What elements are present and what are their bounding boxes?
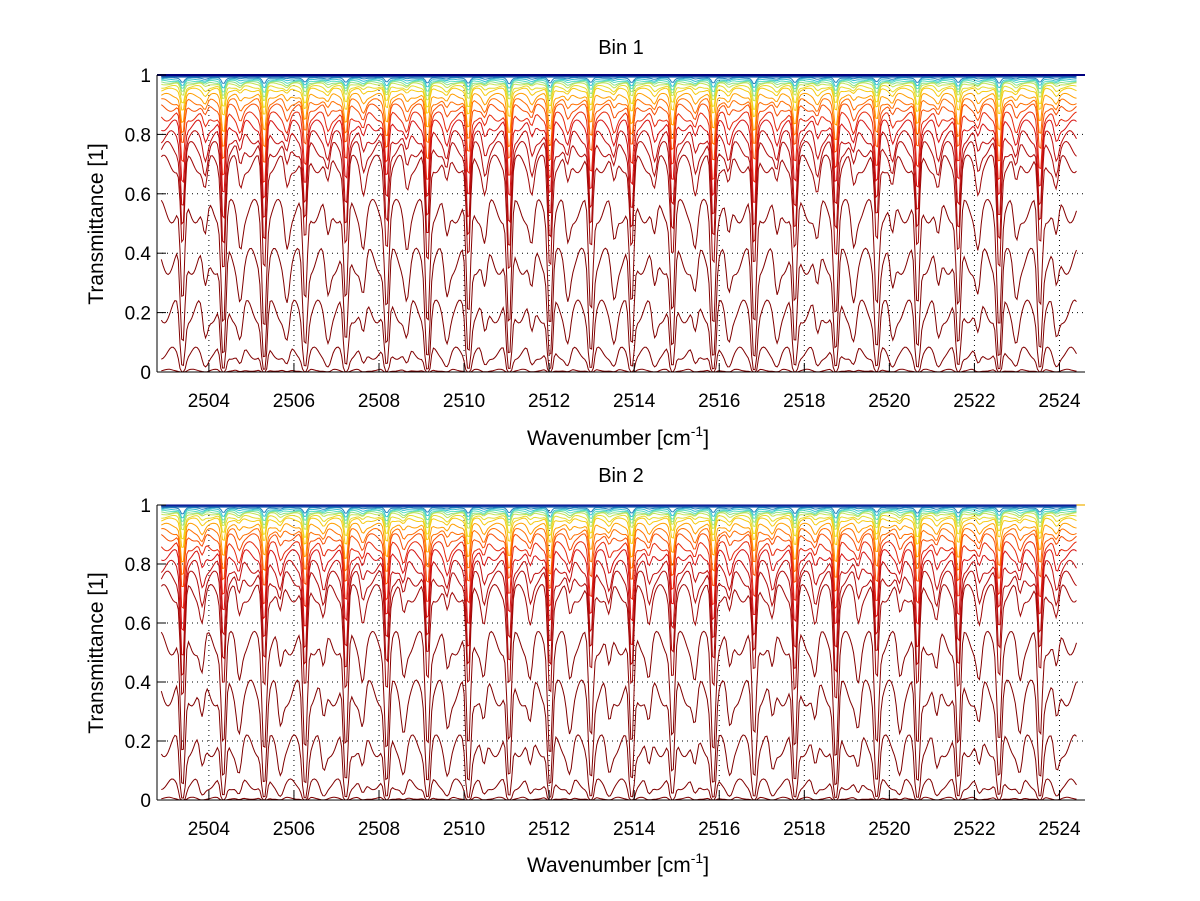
y-tick-label: 0.4 [125, 244, 152, 265]
x-tick-label: 2506 [273, 819, 315, 840]
spectrum-curve [160, 570, 1077, 677]
x-tick-label: 2504 [188, 819, 231, 840]
x-tick-label: 2510 [443, 391, 485, 412]
x-tick-label: 2514 [613, 819, 656, 840]
x-axis-label-base: Wavenumber [cm [527, 854, 691, 877]
x-tick-label: 2518 [783, 819, 825, 840]
spectrum-curve [161, 77, 1077, 85]
spectrum-curve [160, 247, 1077, 358]
y-tick-label: 0.8 [125, 125, 151, 146]
y-axis-ticks: 0 0.2 0.4 0.6 0.8 1 [125, 66, 166, 384]
x-tick-label: 2504 [188, 391, 231, 412]
x-tick-label: 2522 [953, 391, 995, 412]
spectrum-curve [161, 527, 1077, 578]
x-tick-label: 2514 [613, 391, 656, 412]
x-tick-label: 2508 [358, 391, 400, 412]
spectrum-curve [160, 734, 1077, 799]
spectrum-curve [161, 98, 1077, 148]
y-tick-label: 0.6 [125, 614, 151, 635]
y-axis-ticks: 0 0.2 0.4 0.6 0.8 1 [125, 496, 166, 812]
spectrum-curve [161, 514, 1077, 540]
x-axis-label-superscript: -1 [691, 423, 704, 439]
x-axis-label: Wavenumber [cm-1] [527, 423, 709, 450]
spectrum-curve [160, 103, 1077, 163]
spectrum-curve [161, 78, 1077, 89]
spectrum-curve [160, 111, 1077, 183]
spectrum-curve [161, 522, 1077, 563]
spectrum-curve [161, 507, 1077, 515]
spectrum-curve [161, 796, 1077, 801]
x-tick-label: 2522 [953, 819, 995, 840]
y-axis-label: Transmittance [1] [85, 143, 108, 304]
spectrum-curve [161, 510, 1077, 527]
spectrum-curve [161, 512, 1077, 531]
spectrum-curve [160, 140, 1077, 246]
spectrum-curve [161, 80, 1077, 98]
x-tick-label: 2516 [698, 819, 740, 840]
spectrum-curve [160, 533, 1077, 592]
x-axis-label: Wavenumber [cm-1] [527, 850, 709, 877]
plot-title: Bin 2 [598, 465, 644, 487]
x-tick-label: 2506 [273, 391, 315, 412]
y-tick-label: 1 [140, 66, 151, 87]
spectrum-curve [161, 346, 1077, 373]
spectrum-curve [160, 154, 1077, 270]
x-tick-label: 2520 [868, 391, 910, 412]
spectrum-curve [160, 541, 1077, 610]
y-tick-label: 0.2 [125, 304, 151, 325]
x-tick-label: 2516 [698, 391, 740, 412]
y-tick-label: 0.6 [125, 185, 151, 206]
spectrum-curve [161, 84, 1077, 110]
spectrum-curve [160, 583, 1077, 699]
spectrum-curve [161, 92, 1077, 133]
spectrum-curve [161, 508, 1077, 519]
x-axis-ticks: 2504 2506 2508 2510 2512 2514 2516 2518 2520 2522… [188, 363, 1081, 412]
spectrum-curve [160, 299, 1077, 371]
y-tick-label: 0 [140, 363, 151, 384]
spectrum-curve [161, 517, 1077, 548]
x-axis-label-base: Wavenumber [cm [527, 427, 691, 450]
axes-frame [156, 505, 1085, 801]
x-tick-label: 2524 [1038, 391, 1081, 412]
x-tick-label: 2512 [528, 391, 570, 412]
spectrum-curve [161, 368, 1077, 373]
y-tick-label: 0.4 [125, 673, 152, 694]
spectrum-curve [160, 559, 1077, 656]
x-tick-label: 2510 [443, 819, 485, 840]
axes-bin-1: Bin 1 2504 2506 2508 2510 2512 2514 2516 2518 25… [85, 37, 1085, 450]
y-tick-label: 0.2 [125, 732, 151, 753]
x-tick-label: 2520 [868, 819, 910, 840]
x-axis-label-superscript: -1 [691, 850, 704, 866]
y-axis-label: Transmittance [1] [85, 572, 108, 733]
x-tick-label: 2508 [358, 819, 400, 840]
spectrum-curve [160, 679, 1077, 786]
axes-frame [156, 75, 1085, 373]
x-tick-label: 2512 [528, 819, 570, 840]
plot-title: Bin 1 [598, 37, 644, 59]
spectrum-curve [161, 87, 1077, 118]
spectrum-curve [161, 509, 1077, 523]
spectrum-curve [161, 79, 1077, 93]
spectrum-curve [161, 82, 1077, 102]
spectrum-curve [160, 198, 1077, 326]
spectrum-curve [160, 630, 1077, 756]
x-tick-label: 2518 [783, 391, 825, 412]
x-axis-label-close: ] [703, 854, 709, 877]
spectrum-curve [161, 549, 1077, 632]
y-tick-label: 0 [140, 791, 151, 812]
x-tick-label: 2524 [1038, 819, 1081, 840]
spectra-curves [160, 504, 1085, 801]
y-tick-label: 1 [140, 496, 151, 517]
x-axis-label-close: ] [703, 427, 709, 450]
spectrum-curve [161, 119, 1077, 203]
spectrum-curve [161, 778, 1077, 801]
spectra-curves [157, 74, 1085, 373]
spectrum-curve [160, 130, 1077, 226]
axes-bin-2: Bin 2 2504 2506 2508 2510 2512 2514 2516 2518 25… [85, 465, 1085, 877]
y-tick-label: 0.8 [125, 555, 151, 576]
x-axis-ticks: 2504 2506 2508 2510 2512 2514 2516 2518 2520 2522… [188, 791, 1081, 840]
